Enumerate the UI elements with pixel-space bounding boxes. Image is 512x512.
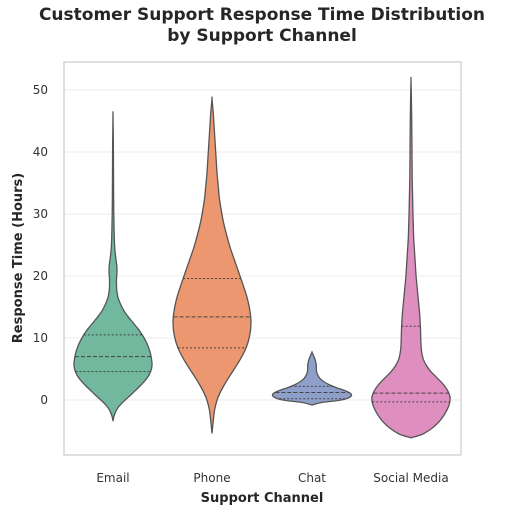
y-tick-label-40: 40 bbox=[33, 145, 48, 159]
y-tick-label-50: 50 bbox=[33, 83, 48, 97]
violin-phone bbox=[172, 96, 252, 434]
x-tick-label-email: Email bbox=[96, 471, 129, 485]
plot-frame bbox=[63, 61, 462, 456]
y-tick-label-20: 20 bbox=[33, 269, 48, 283]
violin-email bbox=[73, 111, 153, 422]
y-axis-label: Response Time (Hours) bbox=[11, 173, 26, 343]
chart-title-line-1: Customer Support Response Time Distribut… bbox=[39, 5, 485, 25]
y-tick-label-30: 30 bbox=[33, 207, 48, 221]
x-tick-label-phone: Phone bbox=[193, 471, 230, 485]
x-axis-label: Support Channel bbox=[201, 491, 324, 506]
y-tick-label-0: 0 bbox=[40, 393, 48, 407]
chart-title-line-2: by Support Channel bbox=[167, 26, 357, 46]
violins bbox=[73, 76, 451, 439]
x-tick-label-social-media: Social Media bbox=[373, 471, 448, 485]
ticks: 0 10 20 30 40 50 Email Phone Chat Social Media bbox=[33, 83, 449, 485]
x-tick-label-chat: Chat bbox=[298, 471, 326, 485]
violin-social-media bbox=[371, 76, 451, 439]
y-tick-label-10: 10 bbox=[33, 331, 48, 345]
violin-chat bbox=[271, 351, 353, 406]
